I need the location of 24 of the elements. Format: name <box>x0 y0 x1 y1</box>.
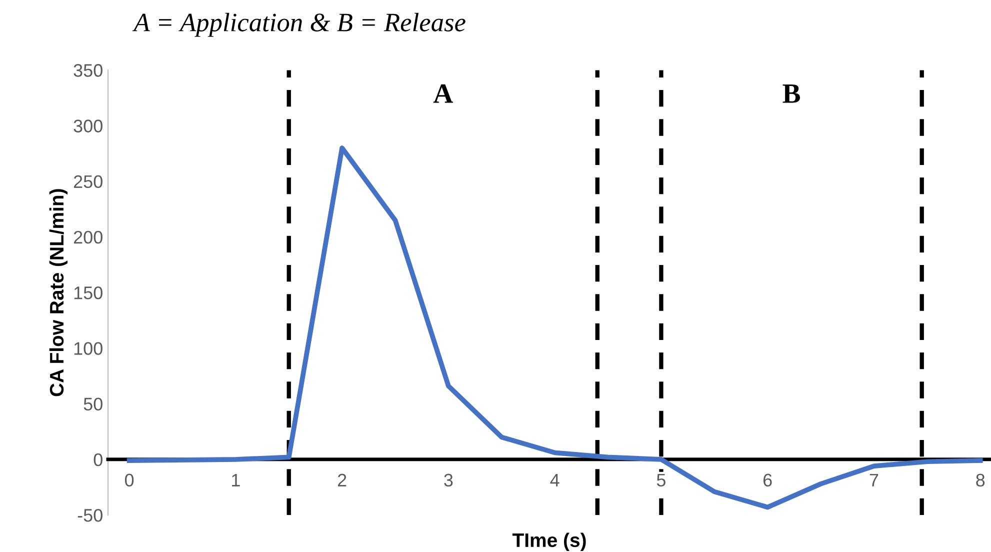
y-tick-label: 0 <box>94 453 102 466</box>
y-tick-label: 150 <box>74 286 102 300</box>
y-tick-label: 350 <box>74 64 102 77</box>
y-tick-label: 300 <box>74 120 102 132</box>
chart-title: A = Application & B = Release <box>132 12 466 37</box>
x-tick-label: 3 <box>444 474 453 487</box>
x-tick-label: 7 <box>870 474 878 486</box>
x-tick-label: 4 <box>550 474 560 486</box>
y-tick-label: 250 <box>74 175 102 188</box>
y-tick-label: 100 <box>74 342 102 355</box>
y-tick-label: -50 <box>78 508 102 522</box>
y-axis-title: CA Flow Rate (NL/min) <box>49 189 68 396</box>
x-tick-label: 0 <box>124 474 134 487</box>
x-tick-label: 1 <box>232 474 240 486</box>
x-tick-label: 2 <box>338 474 346 486</box>
y-tick-label: 200 <box>74 230 102 244</box>
x-tick-label: 6 <box>763 474 772 487</box>
x-tick-label: 5 <box>656 474 666 487</box>
x-tick-label: 8 <box>976 474 985 487</box>
y-tick-label: 50 <box>84 398 102 411</box>
annotation: B <box>782 84 800 103</box>
line-series <box>126 146 983 510</box>
x-axis-title: TIme (s) <box>512 532 586 551</box>
annotation: A <box>433 84 453 103</box>
